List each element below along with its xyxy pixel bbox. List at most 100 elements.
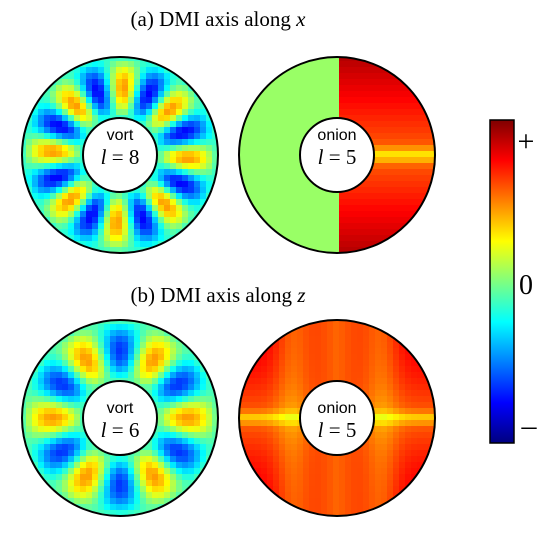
field-cell — [80, 175, 87, 182]
field-cell — [74, 330, 81, 337]
field-cell — [50, 396, 57, 403]
field-cell — [110, 366, 117, 373]
field-cell — [315, 229, 322, 236]
field-cell — [50, 169, 57, 176]
field-cell — [381, 378, 388, 385]
field-cell — [405, 169, 412, 176]
field-cell — [134, 247, 141, 253]
field-cell — [249, 378, 256, 385]
field-cell — [74, 163, 81, 170]
field-cell — [297, 181, 304, 188]
field-cell — [411, 157, 418, 164]
field-cell — [369, 492, 376, 499]
field-cell — [44, 133, 51, 140]
field-cell — [80, 498, 87, 505]
field-cell — [303, 348, 310, 355]
field-cell — [218, 420, 225, 427]
field-cell — [309, 109, 316, 116]
field-cell — [393, 468, 400, 475]
field-cell — [351, 504, 358, 511]
field-cell — [435, 432, 442, 439]
field-cell — [86, 79, 93, 86]
field-cell — [369, 85, 376, 92]
ring-onion-x-state-label: onion — [317, 127, 356, 144]
field-cell — [86, 492, 93, 499]
field-cell — [399, 402, 406, 409]
field-cell — [333, 456, 340, 463]
field-cell — [110, 91, 117, 98]
field-cell — [158, 348, 165, 355]
field-cell — [68, 109, 75, 116]
field-cell — [375, 79, 382, 86]
field-cell — [249, 121, 256, 128]
field-cell — [140, 199, 147, 206]
field-cell — [261, 163, 268, 170]
field-cell — [363, 486, 370, 493]
field-cell — [74, 73, 81, 80]
field-cell — [339, 474, 346, 481]
field-cell — [26, 384, 33, 391]
field-cell — [68, 438, 75, 445]
field-cell — [62, 390, 69, 397]
field-cell — [297, 384, 304, 391]
field-cell — [170, 366, 177, 373]
field-cell — [339, 330, 346, 337]
field-cell — [164, 342, 171, 349]
field-cell — [435, 402, 442, 409]
field-cell — [333, 229, 340, 236]
field-cell — [200, 121, 207, 128]
field-cell — [393, 181, 400, 188]
field-cell — [345, 330, 352, 337]
field-cell — [176, 205, 183, 212]
field-cell — [68, 169, 75, 176]
field-cell — [176, 133, 183, 140]
field-cell — [387, 372, 394, 379]
field-cell — [297, 85, 304, 92]
field-cell — [188, 103, 195, 110]
field-cell — [333, 480, 340, 487]
field-cell — [369, 456, 376, 463]
field-cell — [423, 127, 430, 134]
field-cell — [279, 474, 286, 481]
field-cell — [249, 420, 256, 427]
field-cell — [411, 438, 418, 445]
ring-onion-z-outer-edge — [238, 319, 436, 517]
field-cell — [32, 115, 39, 122]
field-cell — [170, 145, 177, 152]
field-cell — [399, 175, 406, 182]
field-cell — [218, 438, 225, 445]
field-cell — [321, 372, 328, 379]
field-cell — [92, 462, 99, 469]
field-cell — [68, 61, 75, 68]
field-cell — [417, 450, 424, 457]
field-cell — [140, 121, 147, 128]
field-cell — [170, 426, 177, 433]
field-cell — [110, 348, 117, 355]
field-cell — [381, 169, 388, 176]
field-cell — [393, 175, 400, 182]
field-cell — [333, 354, 340, 361]
field-cell — [351, 91, 358, 98]
field-cell — [164, 85, 171, 92]
field-cell — [417, 151, 424, 158]
field-cell — [152, 235, 159, 242]
field-cell — [44, 366, 51, 373]
field-cell — [369, 57, 376, 62]
field-cell — [206, 181, 213, 188]
field-cell — [158, 85, 165, 92]
field-cell — [345, 235, 352, 242]
panel-b-title-variable: z — [296, 283, 305, 307]
field-cell — [56, 456, 63, 463]
field-cell — [44, 396, 51, 403]
field-cell — [140, 474, 147, 481]
field-cell — [170, 139, 177, 146]
field-cell — [158, 151, 165, 158]
field-cell — [182, 211, 189, 218]
field-cell — [285, 336, 292, 343]
field-cell — [128, 217, 135, 224]
field-cell — [116, 193, 123, 200]
field-cell — [50, 187, 57, 194]
field-cell — [291, 235, 298, 242]
field-cell — [110, 320, 117, 325]
field-cell — [381, 432, 388, 439]
